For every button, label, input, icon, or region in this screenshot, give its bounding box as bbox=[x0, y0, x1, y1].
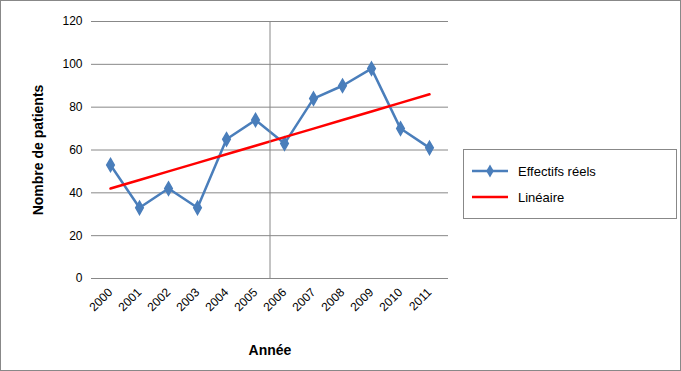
svg-text:Année: Année bbox=[249, 342, 292, 358]
svg-text:2008: 2008 bbox=[319, 285, 348, 314]
svg-text:2007: 2007 bbox=[290, 285, 319, 314]
svg-text:0: 0 bbox=[76, 271, 83, 285]
svg-text:100: 100 bbox=[62, 57, 82, 71]
svg-text:2006: 2006 bbox=[261, 285, 290, 314]
html-text:Effectifs réels: Effectifs réels bbox=[518, 163, 596, 179]
svg-text:Nombre de patients: Nombre de patients bbox=[30, 84, 46, 215]
svg-text:2005: 2005 bbox=[232, 285, 261, 314]
svg-text:2002: 2002 bbox=[145, 285, 174, 314]
html-text:Linéaire: Linéaire bbox=[518, 189, 565, 205]
svg-text:2001: 2001 bbox=[116, 285, 145, 314]
svg-text:2009: 2009 bbox=[348, 285, 377, 314]
svg-text:2004: 2004 bbox=[203, 285, 232, 314]
svg-text:2000: 2000 bbox=[87, 285, 116, 314]
svg-text:2003: 2003 bbox=[174, 285, 203, 314]
svg-text:80: 80 bbox=[69, 100, 83, 114]
svg-text:60: 60 bbox=[69, 143, 83, 157]
svg-text:2011: 2011 bbox=[406, 285, 434, 313]
svg-text:120: 120 bbox=[62, 14, 82, 28]
svg-text:2010: 2010 bbox=[377, 285, 406, 314]
svg-text:20: 20 bbox=[69, 229, 83, 243]
svg-text:40: 40 bbox=[69, 186, 83, 200]
